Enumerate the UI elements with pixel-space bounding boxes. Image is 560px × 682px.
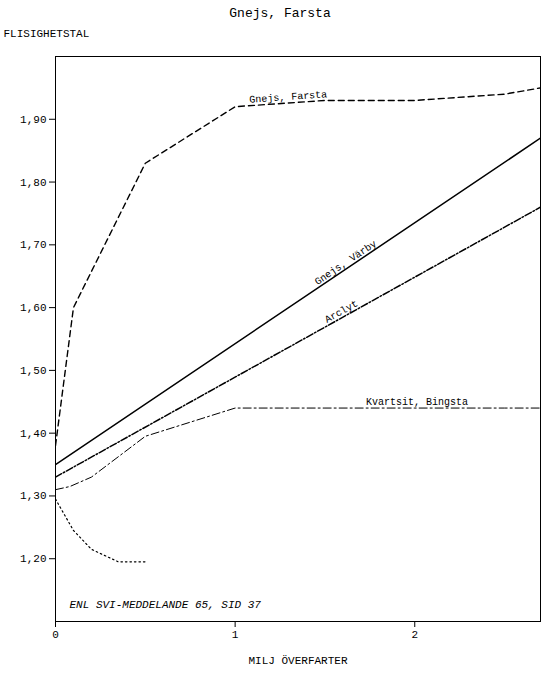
html-text:Gnejs, Farsta: Gnejs, Farsta: [229, 6, 331, 21]
svg-text:Arclyt: Arclyt: [323, 298, 360, 325]
svg-text:1,70: 1,70: [20, 239, 46, 251]
svg-text:FLISIGHETSTAL: FLISIGHETSTAL: [4, 28, 90, 40]
svg-text:1,50: 1,50: [20, 365, 46, 377]
svg-text:1,40: 1,40: [20, 428, 46, 440]
svg-text:Gnejs, Farsta: Gnejs, Farsta: [249, 89, 328, 105]
svg-text:Kvartsit, Bingsta: Kvartsit, Bingsta: [366, 397, 468, 408]
svg-text:1: 1: [232, 629, 239, 641]
svg-text:ENL SVI-MEDDELANDE 65, SID 37: ENL SVI-MEDDELANDE 65, SID 37: [70, 599, 262, 611]
svg-text:1,60: 1,60: [20, 302, 46, 314]
svg-text:MILJ ÖVERFARTER: MILJ ÖVERFARTER: [248, 655, 347, 667]
svg-text:1,30: 1,30: [20, 490, 46, 502]
svg-text:1,80: 1,80: [20, 177, 46, 189]
svg-text:1,20: 1,20: [20, 553, 46, 565]
svg-text:2: 2: [411, 629, 418, 641]
svg-text:0: 0: [52, 629, 59, 641]
svg-text:Gnejs, Värby: Gnejs, Värby: [313, 238, 379, 287]
svg-text:1,90: 1,90: [20, 114, 46, 126]
